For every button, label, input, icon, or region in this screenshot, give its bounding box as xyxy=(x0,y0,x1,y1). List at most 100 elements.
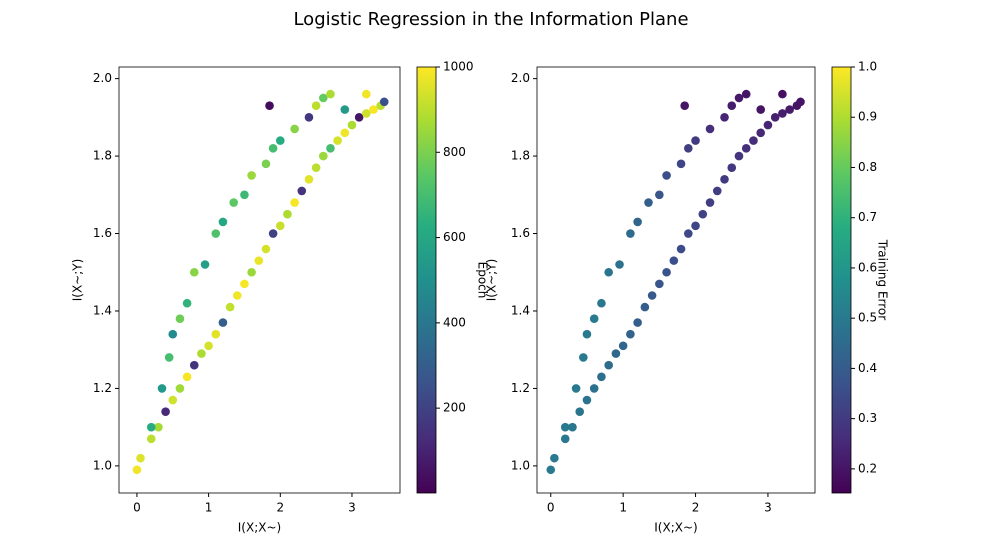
scatter-point xyxy=(712,186,722,196)
scatter-point xyxy=(369,105,378,114)
colorbar-tick-label: 0.5 xyxy=(858,311,877,325)
scatter-point xyxy=(662,171,671,180)
scatter-point xyxy=(647,291,657,300)
y-axis-label: I(X~;Y) xyxy=(71,259,85,302)
scatter-point xyxy=(232,291,242,300)
scatter-point xyxy=(597,298,606,308)
colorbar-tick-label: 0.4 xyxy=(858,361,877,375)
colorbar-tick-label: 1.0 xyxy=(858,60,877,74)
scatter-point xyxy=(589,384,599,393)
scatter-point xyxy=(691,221,700,231)
colorbar-tick-label: 200 xyxy=(443,401,466,415)
colorbar-tick-label: 0.7 xyxy=(858,210,877,224)
scatter-point xyxy=(705,198,715,207)
scatter-point xyxy=(182,298,192,308)
colorbar-tick-label: 0.6 xyxy=(858,260,877,274)
x-tick-label: 3 xyxy=(348,501,356,515)
scatter-point xyxy=(261,159,271,169)
scatter-point xyxy=(546,465,556,475)
scatter-point xyxy=(340,105,350,114)
scatter-point xyxy=(727,101,737,111)
colorbar-tick-label: 0.8 xyxy=(858,160,877,174)
scatter-point xyxy=(275,136,285,145)
scatter-point xyxy=(684,144,693,153)
scatter-point xyxy=(763,120,773,130)
scatter-point xyxy=(168,395,178,405)
scatter-point xyxy=(560,434,570,444)
x-tick-label: 1 xyxy=(205,501,213,515)
scatter-point xyxy=(796,97,805,107)
scatter-point xyxy=(136,453,145,463)
scatter-point xyxy=(676,159,686,169)
colorbar-tick-label: 0.3 xyxy=(858,411,877,425)
scatter-point xyxy=(229,198,238,207)
y-tick-label: 1.2 xyxy=(511,381,530,395)
scatter-point xyxy=(247,267,256,277)
scatter-point xyxy=(550,453,559,463)
scatter-point xyxy=(211,229,221,238)
y-tick-label: 1.8 xyxy=(93,149,112,163)
figure-title: Logistic Regression in the Information P… xyxy=(293,9,688,30)
scatter-point xyxy=(684,229,693,238)
scatter-point xyxy=(326,144,335,153)
y-tick-label: 1.6 xyxy=(93,226,112,240)
colorbar-tick-label: 0.2 xyxy=(858,461,877,475)
scatter-point xyxy=(618,341,628,351)
scatter-point xyxy=(615,260,624,269)
scatter-point xyxy=(720,175,729,184)
x-tick-label: 2 xyxy=(276,501,284,515)
scatter-point xyxy=(304,113,314,122)
y-tick-label: 1.0 xyxy=(93,458,112,472)
scatter-point xyxy=(362,109,371,118)
scatter-point xyxy=(626,329,635,339)
scatter-point xyxy=(132,465,142,475)
scatter-point xyxy=(582,329,592,339)
scatter-point xyxy=(633,217,642,227)
scatter-point xyxy=(756,128,766,138)
scatter-point xyxy=(311,101,321,111)
scatter-point xyxy=(741,89,751,99)
scatter-point xyxy=(644,198,653,207)
scatter-point xyxy=(304,175,314,184)
scatter-point xyxy=(749,136,758,145)
y-tick-label: 1.0 xyxy=(511,458,530,472)
scatter-point xyxy=(655,279,664,289)
colorbar-tick-label: 400 xyxy=(443,315,466,329)
scatter-point xyxy=(597,372,606,382)
colorbar-label: Epoch xyxy=(476,262,490,299)
x-tick-label: 1 xyxy=(619,501,627,515)
scatter-point xyxy=(669,256,679,265)
scatter-point xyxy=(175,384,185,393)
y-tick-label: 1.4 xyxy=(511,303,530,317)
scatter-point xyxy=(146,422,156,432)
scatter-point xyxy=(268,144,278,153)
x-tick-label: 0 xyxy=(547,501,555,515)
scatter-point xyxy=(785,105,794,114)
scatter-point xyxy=(161,407,170,416)
scatter-point xyxy=(275,221,285,231)
scatter-point xyxy=(676,244,686,254)
scatter-point xyxy=(333,136,342,145)
x-axis-label: I(X;X~) xyxy=(238,521,281,535)
scatter-point xyxy=(283,209,292,219)
scatter-point xyxy=(734,93,744,103)
x-tick-label: 2 xyxy=(692,501,700,515)
scatter-point xyxy=(778,109,787,118)
scatter-point xyxy=(211,329,221,339)
colorbar xyxy=(831,66,852,494)
scatter-point xyxy=(340,128,350,138)
colorbar-tick-label: 600 xyxy=(443,230,466,244)
scatter-point xyxy=(297,186,307,196)
scatter-point xyxy=(568,422,577,432)
scatter-point xyxy=(347,120,357,130)
scatter-point xyxy=(741,144,751,153)
scatter-point xyxy=(680,101,689,111)
colorbar xyxy=(416,66,437,494)
scatter-point xyxy=(189,360,199,370)
scatter-point xyxy=(705,124,715,134)
scatter-point xyxy=(247,171,256,180)
scatter-point xyxy=(326,89,335,99)
scatter-point xyxy=(560,422,570,432)
x-tick-label: 0 xyxy=(133,501,141,515)
scatter-point xyxy=(734,151,744,161)
